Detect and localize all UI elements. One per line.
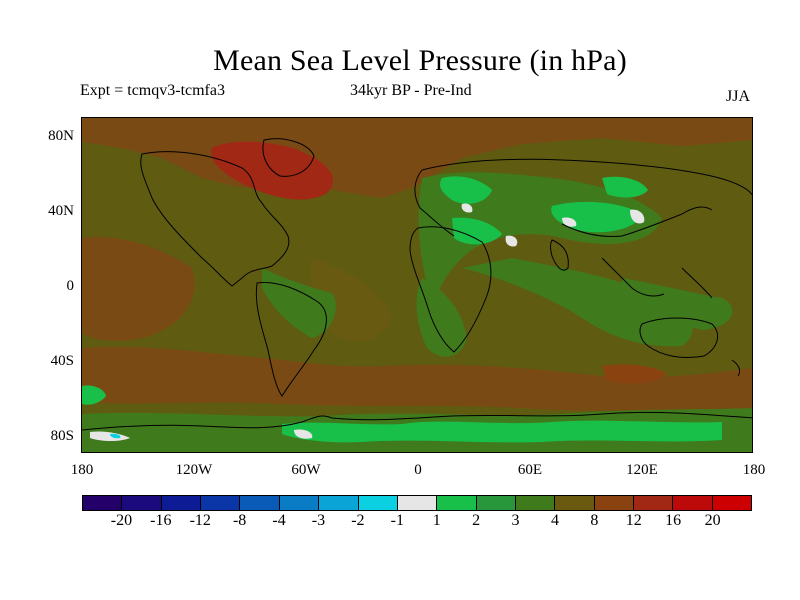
colorbar-swatch [201,496,241,510]
west-pacific-green-region [622,278,733,330]
colorbar-swatch [358,496,398,510]
lon-label-60e: 60E [517,462,543,478]
colorbar-swatch [240,496,280,510]
north-america-coast [140,151,290,287]
india-coast [550,239,569,271]
lon-label-60w: 60W [291,462,321,478]
colorbar-label: -8 [232,512,247,529]
colorbar-label: -12 [189,512,211,529]
africa-coast [409,226,492,353]
south-america-coast [255,281,327,397]
south-indian-brown-region [602,364,667,384]
colorbar-swatch [555,496,595,510]
colorbar-swatch [673,496,713,510]
colorbar-label: -20 [110,512,133,529]
lon-label-180w: 180 [70,462,94,478]
white-patch-antarctica-west [90,431,130,441]
colorbar-swatch [122,496,162,510]
new-zealand-coast [731,359,741,377]
map-title: Mean Sea Level Pressure (in hPa) [213,44,627,77]
colorbar-label: -1 [390,512,404,529]
indian-ocean-green-region [462,258,693,347]
lat-label-0: 0 [66,278,75,294]
colorbar-label: 16 [665,512,682,529]
africa-green-region [416,278,467,357]
antarctic-bright-green [282,420,722,443]
colorbar-swatch [83,496,123,510]
south-pacific-bright-green [82,385,106,405]
colorbar-swatch [515,496,556,510]
colorbar-swatch [634,496,674,510]
eurasia-coast [414,158,752,237]
pressure-map [81,117,753,453]
colorbar-swatch [476,496,516,510]
colorbar-label: -3 [311,512,326,529]
period-label: 34kyr BP - Pre-Ind [350,82,472,99]
colorbar-swatch [279,496,320,510]
lat-label-80s: 80S [50,428,74,444]
colorbar-swatch [594,496,635,510]
white-patch-antarctica-peninsula [294,429,313,439]
lat-label-80n: 80N [48,128,74,144]
australia-coast [639,317,719,359]
lon-label-180e: 180 [742,462,766,478]
colorbar-swatch [397,496,438,510]
lon-label-0: 0 [414,462,422,478]
southeast-asia-coast [601,257,713,299]
colorbar-label: 8 [590,512,599,529]
colorbar-labels: -20 -16 -12 -8 -4 -3 -2 -1 1 2 3 4 8 12 16 20 [82,512,752,532]
greenland-coast [262,138,315,177]
colorbar-label: -16 [150,512,172,529]
colorbar [82,495,752,511]
colorbar-swatch [319,496,359,510]
antarctica-coast [82,411,752,431]
pacific-brown-region [82,237,195,341]
white-patch-himalaya [562,217,577,227]
season-label: JJA [726,88,751,105]
colorbar-label: 1 [432,512,441,529]
colorbar-label: 3 [511,512,520,529]
colorbar-label: 12 [625,512,642,529]
colorbar-label: 20 [704,512,721,529]
white-patch-tibet [630,209,645,224]
colorbar-label: 4 [550,512,559,529]
lat-label-40s: 40S [50,353,74,369]
south-america-green-region [262,268,336,338]
east-asia-bright-green [602,176,648,198]
lon-label-120w: 120W [175,462,213,478]
central-asia-bright-green [440,176,492,204]
colorbar-swatch [712,496,752,510]
cyan-patch-antarctica [110,433,121,439]
lat-label-40n: 40N [48,203,74,219]
experiment-label: Expt = tcmqv3-tcmfa3 [80,82,225,99]
white-patch-europe [461,203,473,213]
white-patch-arabia [505,235,518,247]
greenland-red-region [267,145,310,172]
southern-brown-belt [82,346,752,411]
coastlines [82,138,752,431]
colorbar-swatch [437,496,477,510]
lon-label-120e: 120E [626,462,658,478]
middle-east-bright-green [452,217,502,245]
colorbar-label: -4 [272,512,286,529]
colorbar-label: 2 [472,512,481,529]
colorbar-swatch [161,496,202,510]
colorbar-label: -2 [351,512,365,529]
